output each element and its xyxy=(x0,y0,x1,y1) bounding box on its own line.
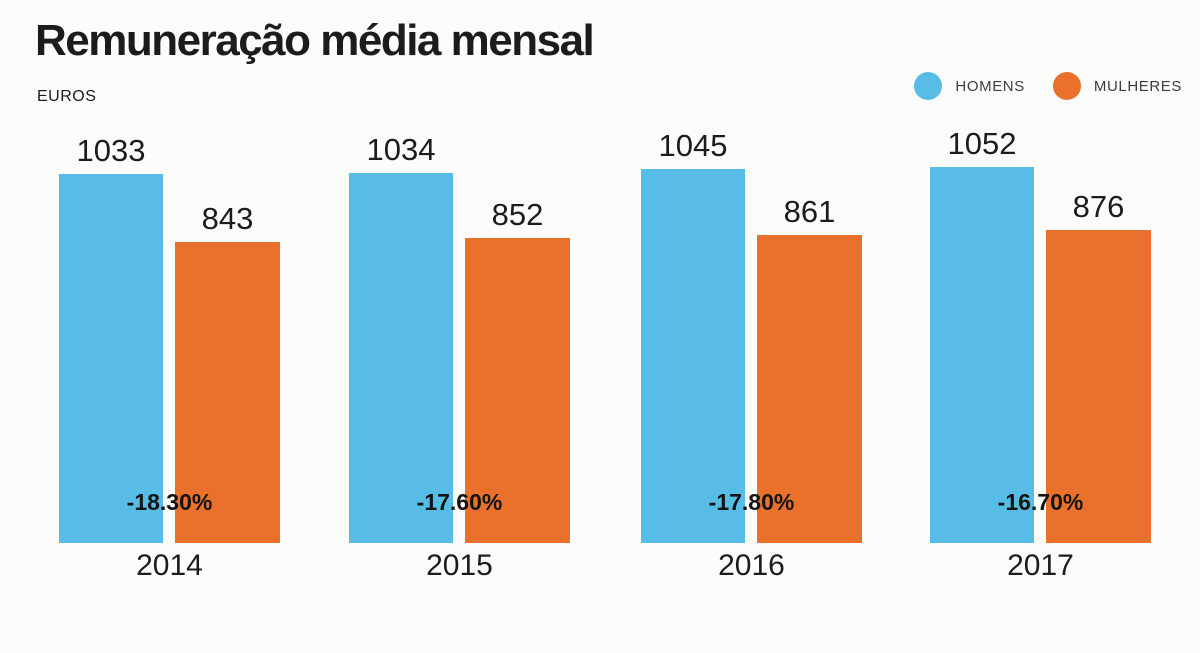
bar-homens-2015 xyxy=(349,173,453,543)
bar-mulheres-2016 xyxy=(757,235,862,543)
bar-homens-2017 xyxy=(930,167,1034,543)
legend-item-mulheres: MULHERES xyxy=(1052,72,1182,100)
year-label-2014: 2014 xyxy=(136,549,203,582)
value-label-mulheres-2017: 876 xyxy=(1072,189,1125,224)
bar-homens-2016 xyxy=(641,169,745,543)
gap-percentage-2017: -16.70% xyxy=(997,489,1084,515)
gap-percentage-2015: -17.60% xyxy=(416,489,503,515)
value-label-homens-2015: 1034 xyxy=(366,132,436,167)
bar-homens-2014 xyxy=(59,174,163,543)
year-label-2016: 2016 xyxy=(718,549,785,582)
legend-item-homens: HOMENS xyxy=(914,72,1024,100)
bar-mulheres-2017 xyxy=(1046,230,1151,543)
gap-percentage-2016: -17.80% xyxy=(708,489,795,515)
year-label-2017: 2017 xyxy=(1007,549,1074,582)
legend: HOMENS MULHERES xyxy=(914,72,1182,100)
bar-mulheres-2015 xyxy=(465,238,570,543)
unit-label: EUROS xyxy=(37,88,97,105)
year-label-2015: 2015 xyxy=(426,549,493,582)
page-title: Remuneração média mensal xyxy=(35,16,595,65)
value-label-mulheres-2014: 843 xyxy=(201,201,254,236)
bar-mulheres-2014 xyxy=(175,242,280,543)
value-label-homens-2017: 1052 xyxy=(947,126,1017,161)
homens-circle-icon xyxy=(914,72,943,100)
value-label-homens-2014: 1033 xyxy=(76,133,146,168)
value-label-mulheres-2015: 852 xyxy=(491,197,544,232)
legend-label-mulheres: MULHERES xyxy=(1093,77,1182,95)
value-label-homens-2016: 1045 xyxy=(658,128,728,163)
mulheres-circle-icon xyxy=(1052,72,1081,100)
legend-label-homens: HOMENS xyxy=(955,77,1025,95)
gap-percentage-2014: -18.30% xyxy=(126,489,213,515)
value-label-mulheres-2016: 861 xyxy=(783,194,836,229)
